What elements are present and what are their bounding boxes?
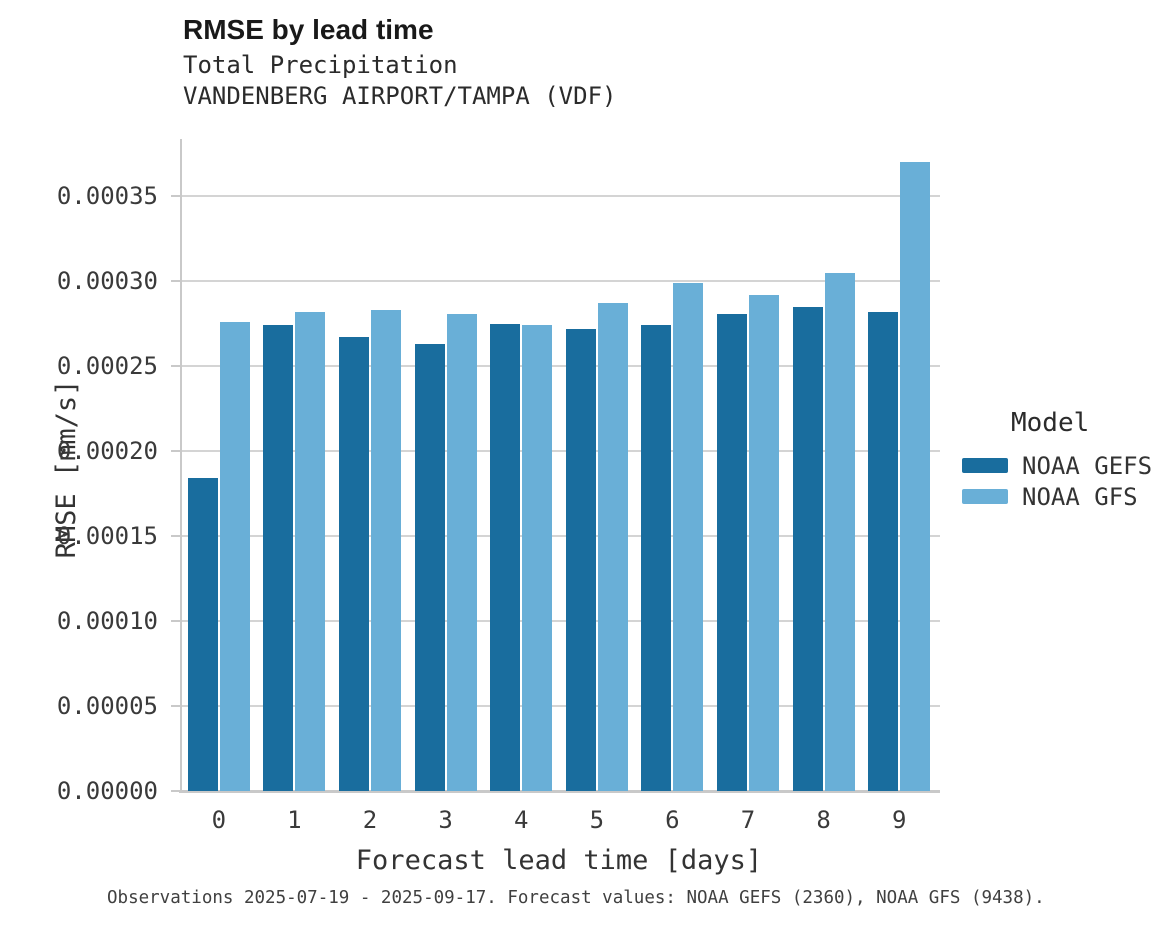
figure-caption: Observations 2025-07-19 - 2025-09-17. Fo… (107, 888, 1045, 908)
x-tick-label-day-9: 9 (891, 806, 907, 834)
x-tick-label-day-0: 0 (211, 806, 227, 834)
bar-noaa-gfs-day-0 (219, 322, 250, 791)
legend-label-noaa-gefs: NOAA GEFS (1022, 452, 1153, 480)
y-tick-label: 0.00015 (56, 522, 158, 551)
legend-swatch-noaa-gefs (962, 458, 1008, 473)
y-tick-label: 0.00000 (56, 777, 158, 805)
chart-subtitle: Total Precipitation (183, 51, 458, 79)
bar-noaa-gfs-day-5 (597, 303, 628, 791)
bar-noaa-gfs-day-3 (446, 313, 477, 791)
x-tick-label-day-6: 6 (665, 806, 680, 834)
y-axis-spine (180, 139, 182, 792)
legend-label-noaa-gfs: NOAA GFS (1022, 483, 1138, 511)
y-tick-mark-0.00030 (171, 280, 181, 283)
bar-noaa-gefs-day-8 (792, 306, 823, 791)
x-tick-label-day-7: 7 (740, 806, 756, 834)
y-tick-mark-0.00025 (171, 365, 181, 368)
bar-noaa-gefs-day-6 (641, 325, 672, 791)
bar-noaa-gefs-day-0 (187, 478, 218, 791)
x-tick-label-day-1: 1 (287, 806, 302, 834)
bar-noaa-gfs-day-6 (673, 282, 704, 791)
x-tick-label-day-3: 3 (438, 806, 453, 834)
y-tick-mark-0.00005 (171, 705, 181, 708)
bar-noaa-gefs-day-3 (414, 344, 445, 791)
gridline-y-0.00035 (181, 195, 940, 198)
x-tick-label-day-4: 4 (513, 806, 529, 834)
y-tick-mark-0.00035 (171, 195, 181, 198)
y-tick-mark-0.00000 (171, 790, 181, 792)
y-tick-label: 0.00025 (56, 352, 158, 381)
gridline-y-0.00030 (181, 280, 940, 283)
y-tick-label: 0.00030 (56, 267, 158, 296)
y-tick-label: 0.00035 (56, 182, 158, 211)
gridline-y-0.00025 (181, 365, 940, 368)
bar-noaa-gefs-day-9 (868, 311, 899, 791)
bar-noaa-gefs-day-1 (263, 325, 294, 791)
bar-noaa-gfs-day-8 (824, 272, 855, 791)
y-tick-label: 0.00010 (56, 607, 158, 636)
y-tick-mark-0.00020 (171, 450, 181, 453)
gridline-y-0.00005 (181, 705, 940, 708)
bar-noaa-gefs-day-2 (339, 337, 369, 791)
x-tick-label-day-5: 5 (589, 806, 605, 834)
gridline-y-0.00010 (181, 620, 940, 623)
bar-noaa-gefs-day-7 (717, 313, 747, 791)
legend-swatch-noaa-gfs (962, 489, 1008, 504)
bar-noaa-gefs-day-4 (490, 323, 521, 791)
bar-noaa-gfs-day-4 (522, 325, 553, 791)
y-tick-label: 0.00020 (56, 437, 158, 466)
bar-noaa-gefs-day-5 (565, 328, 596, 791)
chart-station-subtitle: VANDENBERG AIRPORT/TAMPA (VDF) (183, 82, 617, 110)
x-tick-label-day-2: 2 (362, 806, 378, 834)
bar-noaa-gfs-day-2 (371, 310, 401, 791)
y-tick-mark-0.00015 (171, 535, 181, 538)
y-tick-mark-0.00010 (171, 620, 181, 623)
gridline-y-0.00020 (181, 450, 940, 453)
legend-title: Model (1011, 408, 1090, 438)
bar-noaa-gfs-day-7 (749, 294, 779, 791)
x-tick-label-day-8: 8 (816, 806, 831, 834)
bar-noaa-gfs-day-9 (900, 162, 931, 791)
gridline-y-0.00015 (181, 535, 940, 538)
y-tick-label: 0.00005 (56, 692, 158, 721)
x-axis-title: Forecast lead time [days] (355, 845, 763, 876)
x-axis-spine (179, 790, 940, 793)
chart-title: RMSE by lead time (183, 14, 434, 45)
bar-noaa-gfs-day-1 (295, 311, 326, 791)
